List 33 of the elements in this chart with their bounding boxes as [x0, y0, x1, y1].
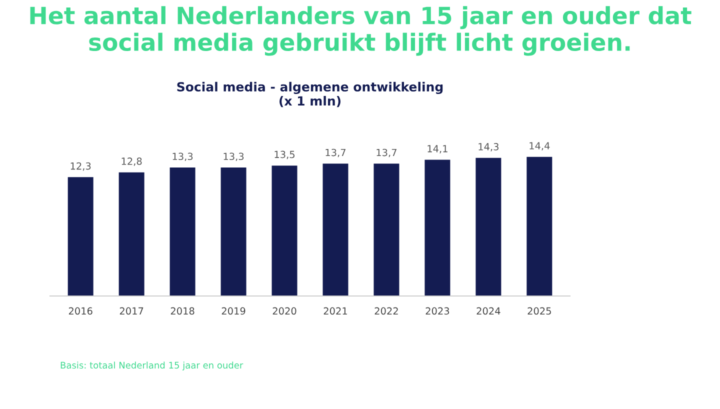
bar	[476, 158, 502, 296]
data-label: 13,7	[376, 148, 396, 158]
bar	[220, 168, 246, 296]
x-tick-label: 2021	[324, 307, 347, 315]
data-label: 14,4	[530, 142, 550, 150]
x-tick-label: 2019	[222, 307, 246, 315]
x-tick-label: 2017	[120, 307, 144, 315]
data-label: 13,5	[274, 150, 294, 160]
bar	[424, 160, 450, 296]
bar	[322, 164, 348, 296]
data-label: 13,7	[326, 148, 346, 158]
chart-subtitle: Social media - algemene ontwikkeling (x 1 mln)	[177, 82, 443, 108]
x-tick-label: 2016	[68, 307, 92, 315]
data-label: 14,3	[478, 143, 498, 152]
data-label: 13,3	[224, 152, 244, 162]
bar	[526, 156, 552, 296]
x-tick-label: 2025	[528, 307, 551, 315]
bar	[272, 166, 298, 296]
data-label: 12,8	[122, 158, 142, 166]
x-tick-label: 2024	[476, 307, 500, 315]
chart-title: Het aantal Nederlanders van 15 jaar en ouder dat social media gebruikt blijft licht groeien.	[30, 6, 692, 56]
bar	[374, 164, 400, 296]
data-label: 14,1	[428, 145, 448, 154]
x-tick-label: 2020	[272, 307, 296, 315]
x-tick-label: 2018	[170, 307, 194, 315]
x-tick-label: 2023	[426, 307, 450, 315]
x-tick-label: 2022	[374, 307, 398, 315]
bar	[170, 168, 196, 296]
text: Basis: totaal Nederland 15 jaar en ouder	[60, 362, 244, 370]
data-label: 12,3	[70, 162, 91, 171]
data-label: 13,3	[172, 152, 193, 162]
bar	[68, 177, 94, 296]
bar	[118, 172, 144, 296]
